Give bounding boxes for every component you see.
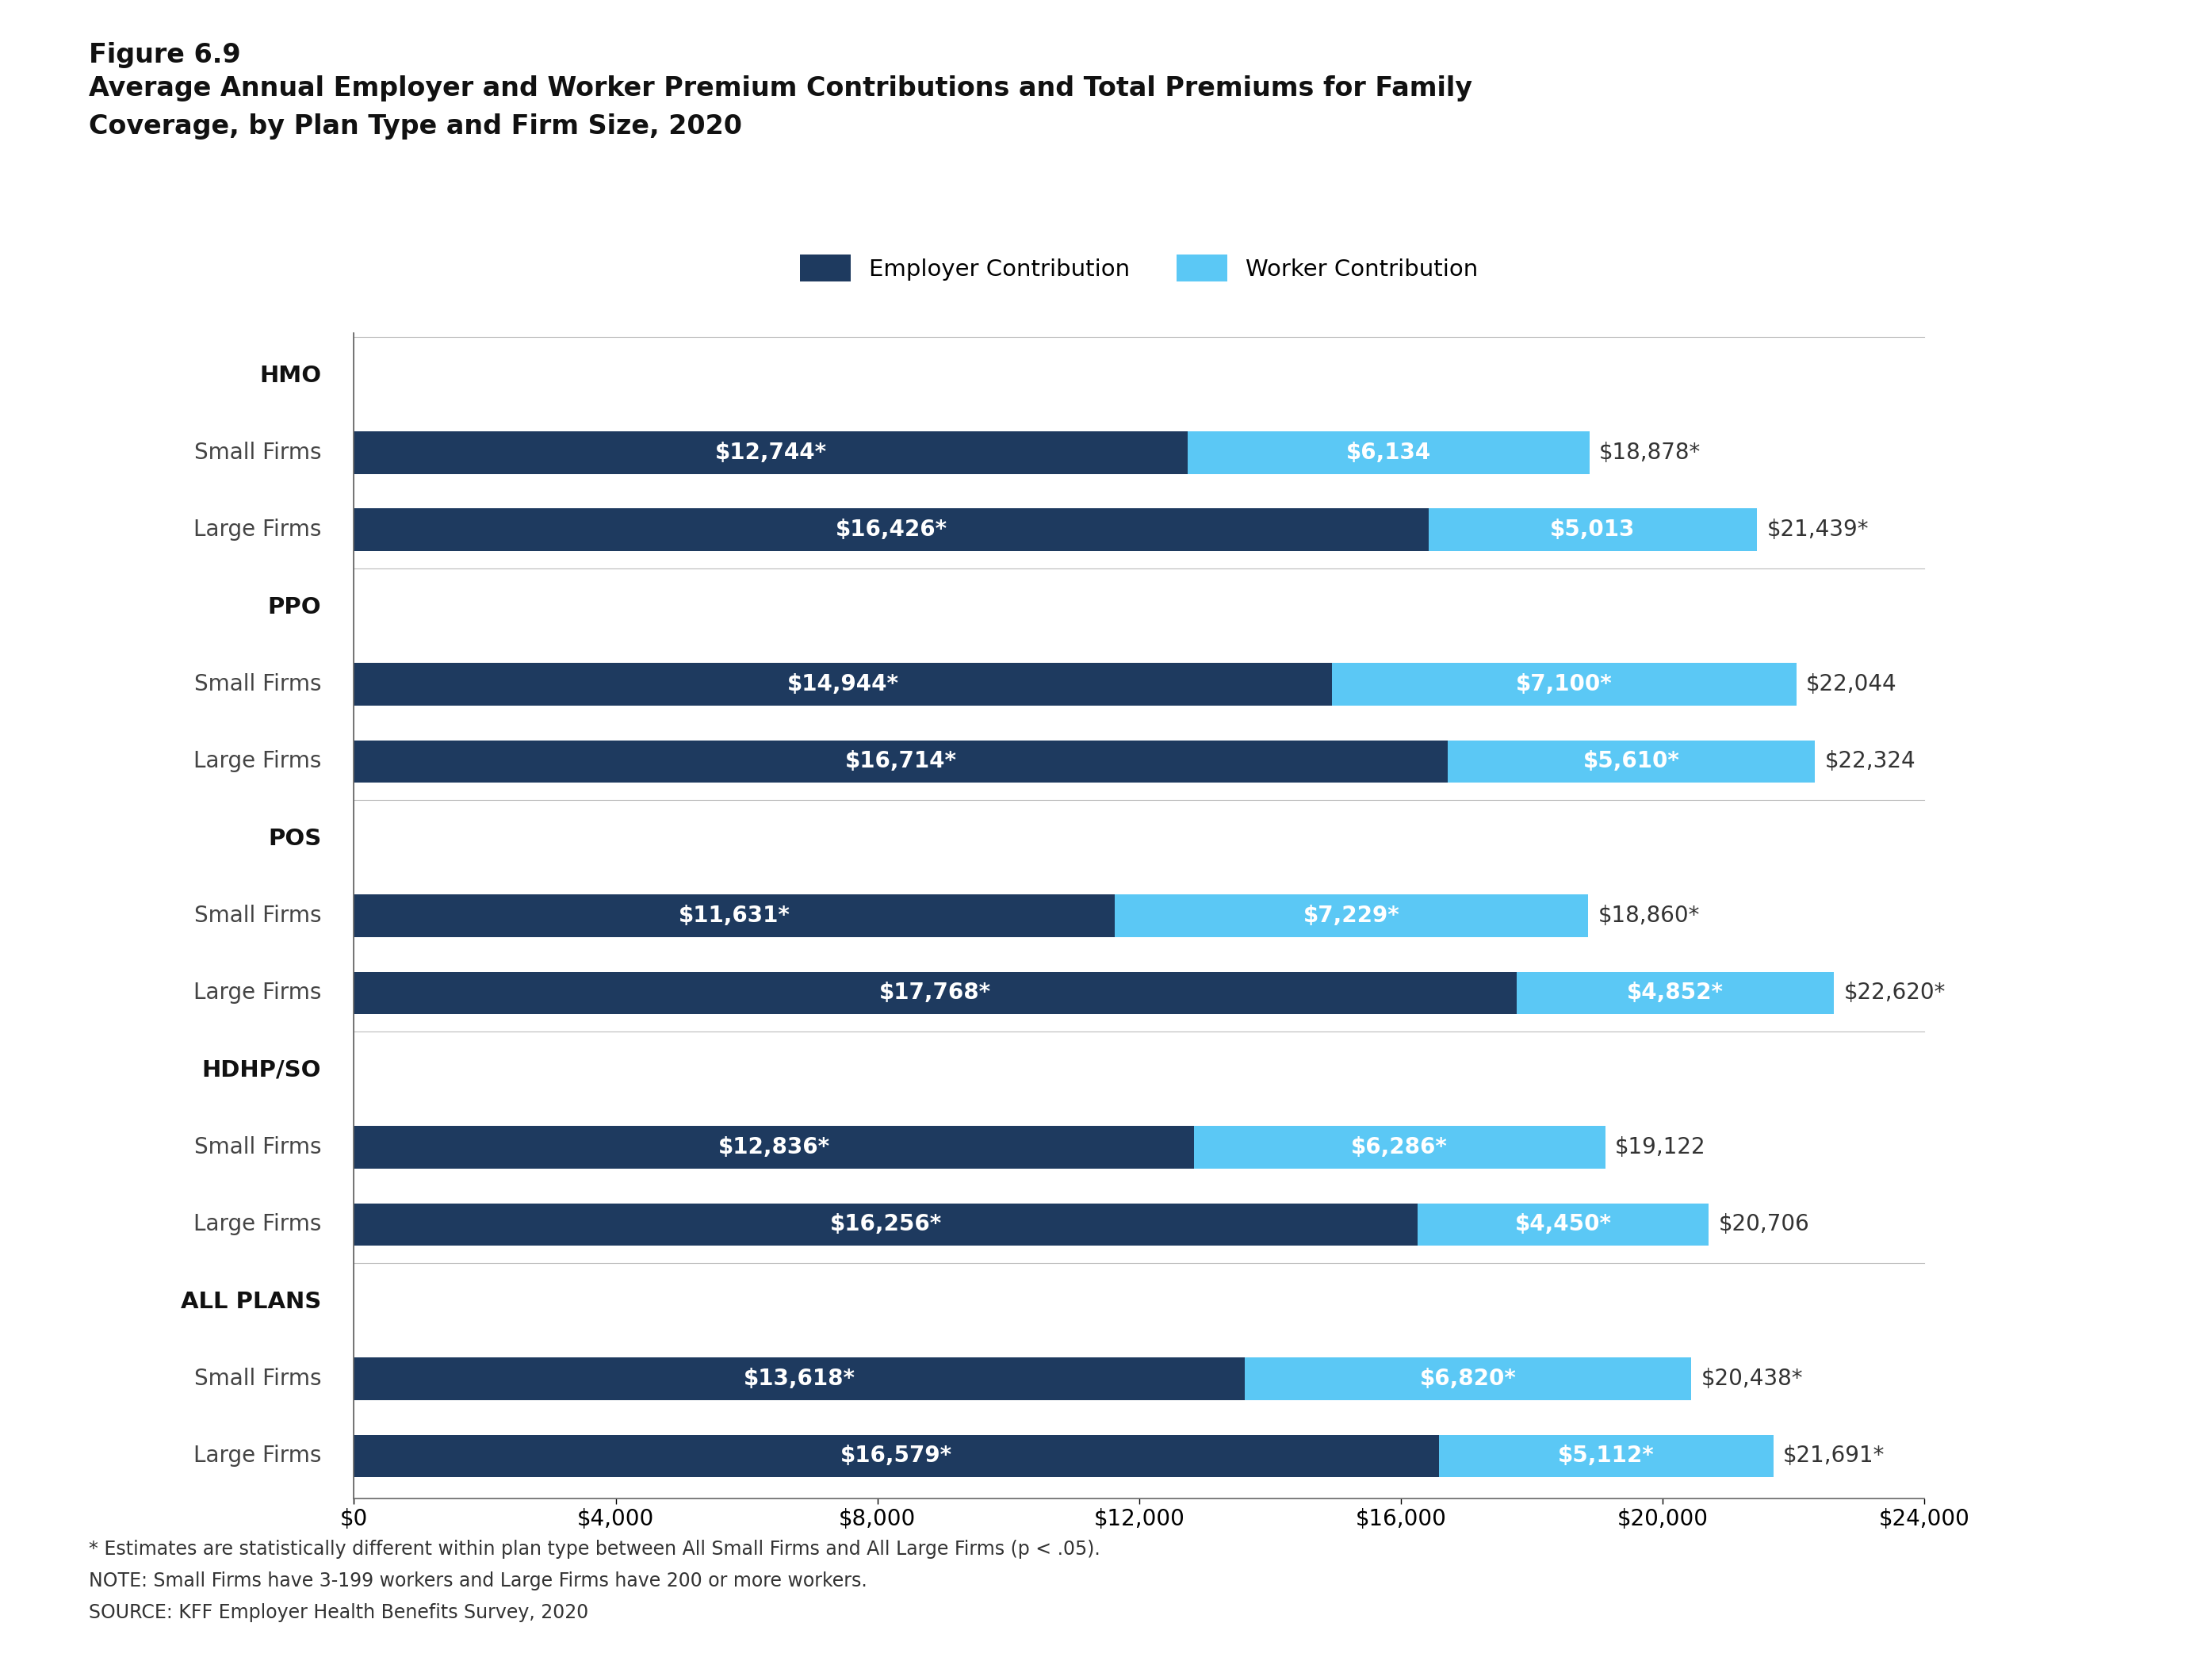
- Text: * Estimates are statistically different within plan type between All Small Firms: * Estimates are statistically different …: [88, 1540, 1099, 1558]
- Text: $16,256*: $16,256*: [830, 1214, 942, 1235]
- Text: Figure 6.9: Figure 6.9: [88, 42, 241, 68]
- Text: Large Firms: Large Firms: [192, 982, 321, 1004]
- Bar: [1194, 1126, 1606, 1169]
- Text: $5,610*: $5,610*: [1584, 751, 1679, 773]
- Bar: [354, 663, 1332, 706]
- Bar: [354, 741, 1447, 783]
- Text: $6,820*: $6,820*: [1420, 1367, 1517, 1390]
- Bar: [354, 1357, 1245, 1400]
- Bar: [354, 431, 1188, 475]
- Text: Average Annual Employer and Worker Premium Contributions and Total Premiums for : Average Annual Employer and Worker Premi…: [88, 75, 1471, 102]
- Text: $5,013: $5,013: [1551, 519, 1635, 541]
- Text: Large Firms: Large Firms: [192, 1445, 321, 1467]
- Text: $5,112*: $5,112*: [1557, 1445, 1655, 1467]
- Text: HMO: HMO: [259, 365, 321, 386]
- Text: $6,134: $6,134: [1347, 441, 1431, 465]
- Text: Small Firms: Small Firms: [195, 673, 321, 696]
- Text: Small Firms: Small Firms: [195, 1136, 321, 1159]
- Text: $4,852*: $4,852*: [1628, 982, 1723, 1004]
- Text: ALL PLANS: ALL PLANS: [181, 1290, 321, 1312]
- Text: $22,620*: $22,620*: [1845, 982, 1947, 1004]
- Text: Small Firms: Small Firms: [195, 441, 321, 465]
- Text: $21,439*: $21,439*: [1767, 519, 1869, 541]
- Bar: [1429, 508, 1756, 551]
- Bar: [1115, 894, 1588, 937]
- Text: $16,579*: $16,579*: [841, 1445, 953, 1467]
- Text: $7,100*: $7,100*: [1515, 673, 1613, 696]
- Text: Large Firms: Large Firms: [192, 1214, 321, 1235]
- Bar: [1517, 972, 1834, 1014]
- Text: PPO: PPO: [268, 596, 321, 618]
- Bar: [354, 972, 1517, 1014]
- Text: Small Firms: Small Firms: [195, 904, 321, 927]
- Legend: Employer Contribution, Worker Contribution: Employer Contribution, Worker Contributi…: [790, 245, 1489, 291]
- Bar: [354, 1126, 1194, 1169]
- Text: Coverage, by Plan Type and Firm Size, 2020: Coverage, by Plan Type and Firm Size, 20…: [88, 113, 741, 140]
- Text: $22,044: $22,044: [1807, 673, 1898, 696]
- Text: $6,286*: $6,286*: [1352, 1136, 1449, 1159]
- Text: NOTE: Small Firms have 3-199 workers and Large Firms have 200 or more workers.: NOTE: Small Firms have 3-199 workers and…: [88, 1572, 867, 1590]
- Text: $17,768*: $17,768*: [880, 982, 991, 1004]
- Bar: [354, 508, 1429, 551]
- Text: $21,691*: $21,691*: [1783, 1445, 1885, 1467]
- Text: HDHP/SO: HDHP/SO: [201, 1059, 321, 1081]
- Bar: [1418, 1204, 1710, 1245]
- Bar: [354, 1435, 1438, 1477]
- Text: Large Firms: Large Firms: [192, 751, 321, 773]
- Text: $12,836*: $12,836*: [719, 1136, 830, 1159]
- Text: $18,878*: $18,878*: [1599, 441, 1701, 465]
- Text: $22,324: $22,324: [1825, 751, 1916, 773]
- Text: $16,714*: $16,714*: [845, 751, 956, 773]
- Bar: [1245, 1357, 1692, 1400]
- Text: $12,744*: $12,744*: [714, 441, 827, 465]
- Text: Large Firms: Large Firms: [192, 519, 321, 541]
- Text: $14,944*: $14,944*: [787, 673, 898, 696]
- Text: $11,631*: $11,631*: [679, 904, 790, 927]
- Bar: [1188, 431, 1588, 475]
- Text: $4,450*: $4,450*: [1515, 1214, 1613, 1235]
- Text: $16,426*: $16,426*: [836, 519, 947, 541]
- Bar: [354, 1204, 1418, 1245]
- Bar: [354, 894, 1115, 937]
- Text: $19,122: $19,122: [1615, 1136, 1705, 1159]
- Text: SOURCE: KFF Employer Health Benefits Survey, 2020: SOURCE: KFF Employer Health Benefits Sur…: [88, 1603, 588, 1622]
- Text: $20,438*: $20,438*: [1701, 1367, 1803, 1390]
- Text: Small Firms: Small Firms: [195, 1367, 321, 1390]
- Bar: [1332, 663, 1796, 706]
- Bar: [1447, 741, 1814, 783]
- Bar: [1438, 1435, 1774, 1477]
- Text: $18,860*: $18,860*: [1597, 904, 1699, 927]
- Text: $13,618*: $13,618*: [743, 1367, 856, 1390]
- Text: POS: POS: [268, 828, 321, 849]
- Text: $7,229*: $7,229*: [1303, 904, 1400, 927]
- Text: $20,706: $20,706: [1719, 1214, 1809, 1235]
